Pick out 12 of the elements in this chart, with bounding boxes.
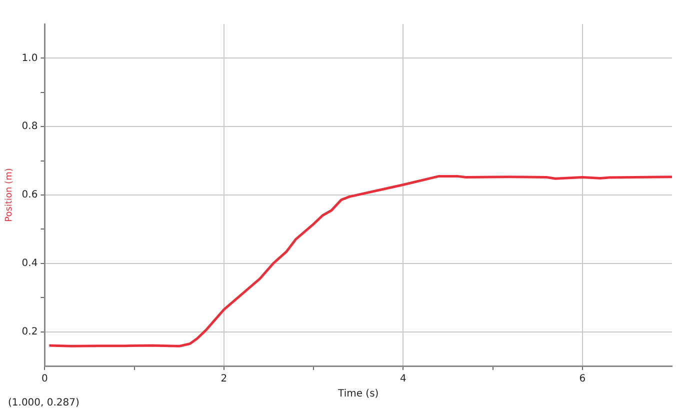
y-tick-label: 1.0 <box>22 52 38 64</box>
x-tick-label: 2 <box>220 374 228 385</box>
text: (1.000, 0.287) <box>8 398 80 409</box>
y-tick-label: 0.2 <box>22 326 38 338</box>
y-tick-label: 0.4 <box>22 258 38 269</box>
x-axis-title: Time (s) <box>337 388 379 400</box>
x-tick-label: 0 <box>42 374 48 385</box>
x-tick-label: 4 <box>400 374 406 385</box>
y-tick-label: 0.6 <box>22 190 38 201</box>
y-tick-label: 0.8 <box>22 121 38 132</box>
x-tick-label: 6 <box>579 374 586 385</box>
y-axis-title: Position (m) <box>4 168 15 222</box>
